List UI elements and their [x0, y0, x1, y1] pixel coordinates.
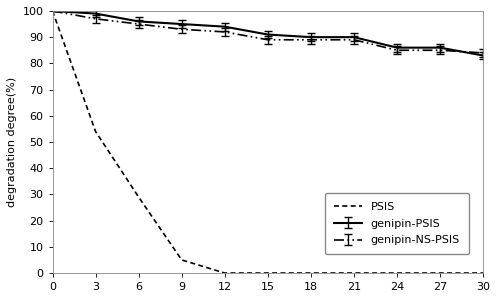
Legend: PSIS, genipin-PSIS, genipin-NS-PSIS: PSIS, genipin-PSIS, genipin-NS-PSIS [325, 193, 469, 254]
PSIS [351, 271, 357, 275]
PSIS [222, 271, 228, 275]
PSIS [437, 271, 443, 275]
PSIS [50, 9, 56, 13]
PSIS [480, 271, 486, 275]
PSIS [136, 195, 142, 199]
PSIS [265, 271, 271, 275]
PSIS [92, 130, 98, 133]
PSIS [179, 258, 185, 262]
PSIS [308, 271, 314, 275]
PSIS [394, 271, 400, 275]
Y-axis label: degradation degree(%): degradation degree(%) [7, 77, 17, 207]
Line: PSIS: PSIS [53, 11, 483, 273]
